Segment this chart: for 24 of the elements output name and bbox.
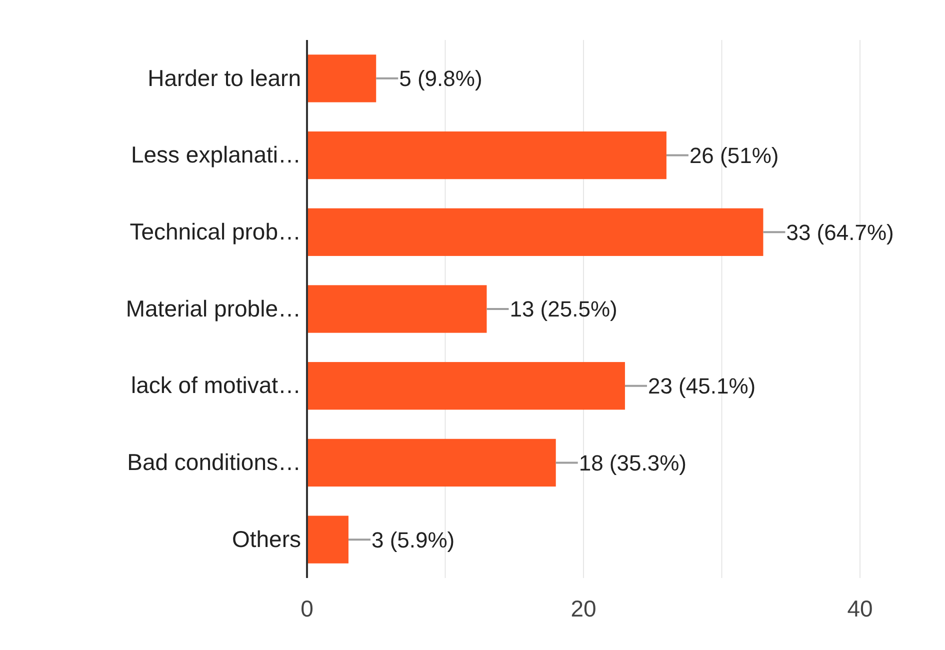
data-label: 23 (45.1%) (648, 374, 756, 399)
y-tick-label: Less explanati… (130, 142, 301, 168)
data-label: 18 (35.3%) (578, 450, 686, 476)
x-tick-label: 20 (570, 595, 596, 622)
bar (307, 285, 487, 333)
data-label: 33 (64.7%) (786, 220, 894, 245)
bar (307, 54, 376, 102)
bar (307, 438, 556, 487)
bar (307, 208, 764, 256)
y-tick-label: Material proble… (126, 295, 301, 322)
y-tick-label: Technical prob… (130, 218, 301, 245)
bar (307, 131, 666, 180)
data-label: 26 (51%) (689, 142, 779, 168)
x-tick-label: 0 (300, 595, 314, 622)
data-label: 13 (25.5%) (510, 296, 618, 322)
y-tick-label: Others (232, 526, 301, 552)
bar (307, 362, 625, 410)
y-tick-label: lack of motivat… (131, 372, 301, 398)
y-tick-label: Harder to learn (148, 64, 301, 91)
x-tick-label: 40 (847, 595, 873, 622)
bar (307, 516, 348, 564)
data-label: 3 (5.9%) (371, 527, 455, 552)
y-tick-label: Bad conditions… (127, 449, 301, 476)
data-label: 5 (9.8%) (399, 66, 482, 92)
